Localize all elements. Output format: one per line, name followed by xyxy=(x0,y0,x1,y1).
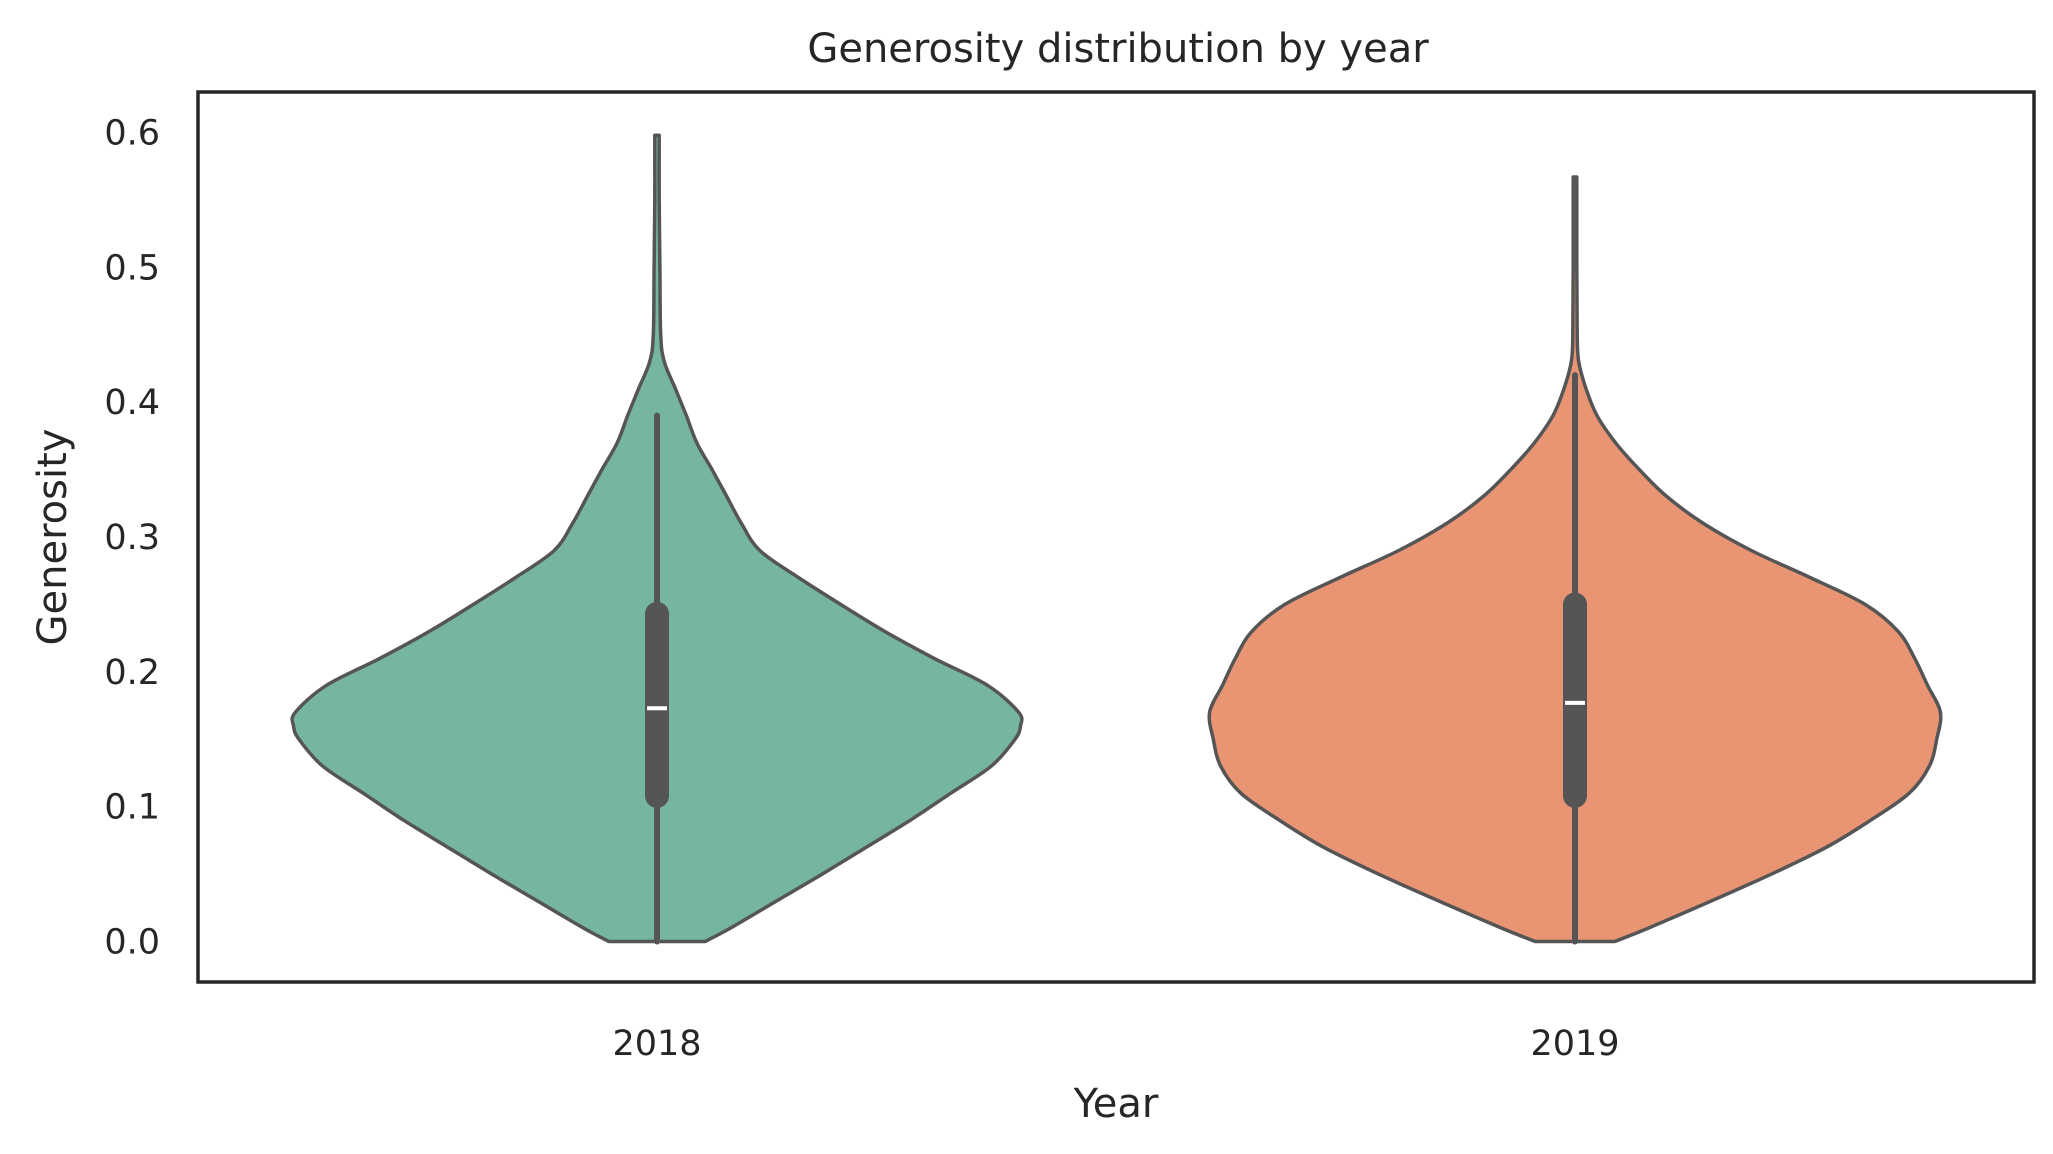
x-axis: 2018 2019 xyxy=(612,1024,1619,1064)
y-tick-label: 0.1 xyxy=(104,788,160,828)
y-tick-label: 0.2 xyxy=(104,653,160,693)
y-tick-label: 0.0 xyxy=(104,923,160,963)
y-tick-label: 0.5 xyxy=(104,248,160,288)
x-tick-label: 2019 xyxy=(1530,1024,1619,1064)
x-tick-label: 2018 xyxy=(612,1024,701,1064)
y-axis-label: Generosity xyxy=(30,429,76,646)
y-tick-label: 0.6 xyxy=(104,113,160,153)
y-tick-label: 0.3 xyxy=(104,518,160,558)
violin-2018 xyxy=(290,133,1024,945)
y-tick-label: 0.4 xyxy=(104,383,160,423)
y-axis: 0.0 0.1 0.2 0.3 0.4 0.5 0.6 xyxy=(104,113,160,962)
plot-frame xyxy=(196,90,2036,984)
plot-area xyxy=(290,133,1943,945)
chart-title: Generosity distribution by year xyxy=(807,26,1429,72)
x-axis-label: Year xyxy=(1073,1081,1159,1127)
violin-2019 xyxy=(1207,175,1943,945)
